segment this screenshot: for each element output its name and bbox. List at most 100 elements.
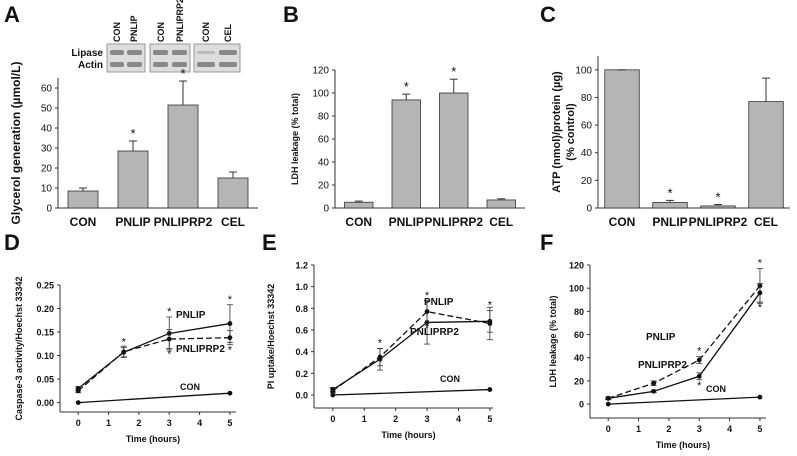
marker	[696, 373, 702, 379]
significance: *	[130, 126, 135, 141]
y-tick-label: 40	[41, 124, 53, 135]
y-tick-label: 20	[581, 176, 593, 187]
series-line	[332, 388, 490, 396]
significance: *	[404, 79, 409, 94]
x-tick-label: CEL	[754, 215, 778, 229]
y-tick-label: 0.00	[36, 398, 54, 408]
y-tick-label: 80	[574, 307, 584, 317]
x-tick-label: 4	[727, 424, 732, 434]
x-tick-label: CON	[345, 215, 372, 229]
marker	[487, 321, 493, 326]
marker	[227, 390, 233, 396]
series-label: CON	[706, 384, 726, 394]
y-tick-label: 0	[323, 204, 329, 215]
significance: *	[425, 322, 430, 334]
y-tick-label: 100	[569, 284, 584, 294]
y-axis-label: Glycerol generation (µmol/L)	[9, 62, 23, 225]
marker	[696, 357, 702, 363]
series-label: CON	[180, 382, 200, 392]
y-tick-label: 1.0	[295, 282, 308, 292]
series-label: PNLIP	[176, 310, 206, 321]
significance: *	[697, 380, 702, 392]
significance: *	[228, 345, 233, 357]
x-tick-label: 5	[227, 418, 232, 428]
panel-letter: C	[540, 2, 556, 27]
bar	[167, 104, 199, 209]
blot-row-label: Lipase	[71, 48, 103, 59]
marker	[227, 321, 233, 326]
panel-letter: A	[4, 2, 20, 27]
y-axis-label: PI uptake/Hoechst 33342	[266, 284, 276, 390]
series-line	[77, 337, 230, 392]
x-tick-label: CON	[609, 215, 636, 229]
series-label: PNLIPRP2	[176, 344, 225, 355]
marker	[757, 394, 763, 400]
bar	[652, 202, 688, 209]
y-tick-label: 80	[318, 112, 330, 123]
y-tick-label: 80	[581, 93, 593, 104]
marker	[330, 388, 336, 394]
y-tick-label: 0	[46, 204, 52, 215]
significance: *	[425, 290, 430, 302]
significance: *	[715, 190, 720, 205]
series-line	[332, 310, 490, 392]
bar	[67, 190, 99, 209]
x-tick-label: 3	[167, 418, 172, 428]
x-tick-label: 0	[76, 418, 81, 428]
marker	[166, 336, 172, 342]
panel-letter: D	[4, 230, 20, 255]
x-tick-label: 1	[636, 424, 641, 434]
significance: *	[228, 294, 233, 306]
y-tick-label: 120	[312, 66, 329, 77]
x-axis-label: Time (hours)	[656, 440, 710, 450]
x-tick-label: PNLIPRP2	[424, 215, 483, 229]
x-tick-label: 3	[697, 424, 702, 434]
significance: *	[167, 306, 172, 318]
blot-lane-label: CON	[112, 22, 122, 42]
x-tick-label: 5	[487, 414, 492, 424]
y-tick-label: 40	[318, 158, 330, 169]
x-tick-label: CEL	[489, 215, 513, 229]
x-tick-label: PNLIP	[389, 215, 424, 229]
bar	[486, 199, 516, 209]
significance: *	[488, 300, 493, 312]
x-tick-label: 4	[197, 418, 202, 428]
y-tick-label: 40	[581, 148, 593, 159]
series-line	[77, 322, 231, 389]
significance: *	[378, 337, 383, 349]
marker	[227, 335, 233, 341]
y-tick-label: 0.05	[36, 375, 54, 385]
marker	[651, 380, 657, 386]
panel-letter: B	[283, 2, 299, 27]
y-tick-label: 60	[41, 84, 53, 95]
y-tick-label: 0.8	[295, 304, 308, 314]
panel-letter: E	[262, 230, 277, 255]
y-tick-label: 60	[574, 330, 584, 340]
x-tick-label: PNLIPRP2	[154, 215, 213, 229]
y-tick-label: 40	[574, 353, 584, 363]
significance: *	[122, 337, 127, 349]
marker	[75, 388, 81, 394]
significance: *	[167, 349, 172, 361]
y-tick-label: 0.0	[295, 391, 308, 401]
x-tick-label: PNLIPRP2	[689, 215, 748, 229]
marker	[330, 392, 336, 398]
x-tick-label: 5	[757, 424, 762, 434]
blot-panel	[193, 43, 241, 73]
x-tick-label: PNLIP	[652, 215, 687, 229]
blot-panel	[106, 43, 146, 73]
blot-bands	[110, 50, 237, 67]
series-label: PNLIP	[424, 297, 454, 308]
series-line	[608, 292, 761, 399]
x-tick-label: 2	[666, 424, 671, 434]
marker	[651, 388, 657, 394]
marker	[757, 290, 763, 296]
x-tick-label: 2	[393, 414, 398, 424]
y-tick-label: 20	[318, 181, 330, 192]
blot-panel	[149, 43, 191, 73]
y-axis-label: ATP (nmol)/protein (µg)	[551, 71, 563, 193]
significance: *	[697, 346, 702, 358]
y-tick-label: 1.2	[295, 261, 308, 271]
series-label: PNLIPRP2	[638, 360, 687, 371]
